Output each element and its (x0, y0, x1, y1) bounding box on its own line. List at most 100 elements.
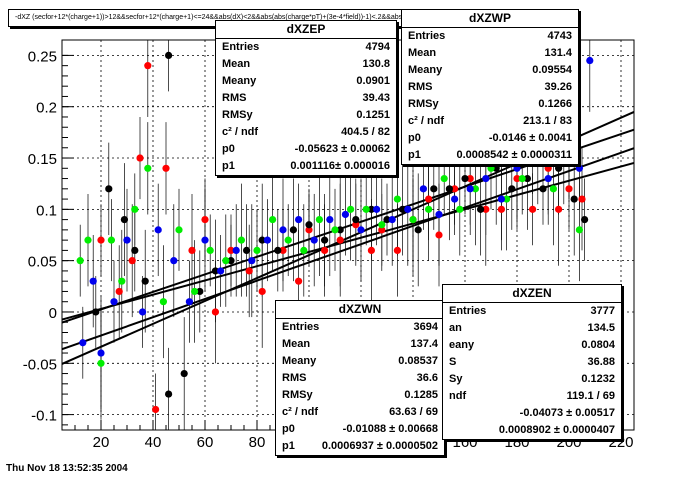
data-point (237, 236, 245, 244)
stats-row: Meany 0.0901 (216, 73, 396, 90)
stats-row: p0 -0.0146 ± 0.0041 (402, 130, 578, 147)
data-point (243, 246, 251, 254)
stats-row: RMSy 0.1285 (276, 387, 444, 404)
fit-line (61, 161, 635, 321)
x-tick-label: 20 (93, 434, 110, 451)
data-point (295, 277, 303, 285)
data-point (393, 195, 401, 203)
stats-value: 0.1266 (538, 98, 572, 110)
stats-box-title: dXZEN (443, 285, 621, 303)
data-point (523, 174, 532, 183)
y-tick-label: 0.25 (28, 48, 57, 65)
stats-label: eany (449, 339, 475, 351)
data-point (539, 185, 547, 193)
data-point (503, 195, 511, 203)
data-point (492, 164, 500, 172)
data-point (451, 195, 459, 203)
data-point (549, 185, 558, 193)
stats-label: Meany (408, 64, 443, 76)
data-point (89, 277, 97, 285)
stats-row: Mean 131.4 (402, 45, 578, 62)
data-point (393, 246, 401, 254)
stats-label: RMS (222, 92, 247, 104)
data-point (404, 205, 412, 213)
data-point (188, 246, 196, 254)
stats-row: RMS 36.6 (276, 370, 444, 387)
data-point (409, 216, 417, 224)
stats-value: 0.0901 (356, 75, 390, 87)
data-point (425, 205, 433, 213)
stats-value: 39.26 (544, 81, 572, 93)
stats-value: 213.1 / 83 (523, 115, 572, 127)
data-point (497, 195, 505, 203)
data-point (555, 205, 563, 213)
data-point (352, 216, 360, 224)
stats-row: an 134.5 (443, 320, 621, 337)
stats-label: Entries (408, 30, 446, 42)
data-point (295, 216, 303, 224)
y-tick-label: 0.05 (28, 254, 57, 271)
data-point (378, 221, 386, 229)
data-point (180, 369, 188, 378)
stats-label: Meany (222, 75, 257, 87)
stats-label: p0 (408, 132, 421, 144)
stats-row: p1 0.001116± 0.000016 (216, 158, 396, 175)
data-point (154, 226, 162, 234)
timestamp: Thu Nov 18 13:52:35 2004 (6, 463, 128, 474)
stats-row: RMSy 0.1251 (216, 107, 396, 124)
data-point (326, 216, 334, 224)
data-point (227, 246, 235, 254)
data-point (84, 236, 92, 244)
stats-row: Meany 0.08537 (276, 353, 444, 370)
data-point (578, 195, 586, 203)
stats-label: RMSy (222, 109, 253, 121)
stats-value: 0.08537 (398, 355, 438, 367)
data-point (347, 205, 355, 213)
stats-value: 39.43 (362, 92, 390, 104)
data-point (482, 205, 490, 213)
stats-value: -0.04073 ± 0.00517 (519, 407, 615, 419)
stats-box-dxzep: dXZEP Entries 4794 Mean 130.8 Meany 0.0901 RMS 3… (215, 20, 397, 176)
stats-label: RMSy (282, 389, 313, 401)
data-point (383, 216, 391, 224)
stats-value: 0.001116± 0.000016 (290, 160, 390, 172)
data-point (440, 174, 448, 183)
data-point (378, 226, 386, 234)
stats-row: c² / ndf 63.63 / 69 (276, 404, 444, 421)
data-point (201, 216, 209, 224)
stats-box-title: dXZEP (216, 21, 396, 39)
data-point (131, 246, 139, 254)
stats-row: p0 -0.01088 ± 0.00668 (276, 421, 444, 438)
stats-row: Sy 0.1232 (443, 371, 621, 388)
data-point (357, 226, 365, 234)
stats-label: an (449, 322, 462, 334)
data-point (110, 298, 118, 306)
data-point (245, 267, 253, 275)
stats-value: 36.6 (416, 372, 438, 384)
stats-label: Entries (449, 305, 487, 317)
stats-value: 0.0008542 ± 0.0000311 (456, 149, 572, 161)
data-point (477, 205, 485, 213)
stats-value: -0.0146 ± 0.0041 (488, 132, 572, 144)
y-tick-label: 0.1 (36, 202, 57, 219)
stats-row: c² / ndf 213.1 / 83 (402, 113, 578, 130)
data-point (136, 154, 144, 162)
data-point (162, 164, 170, 172)
stats-label: Meany (282, 355, 317, 367)
data-point (105, 185, 113, 193)
data-point (570, 195, 578, 203)
data-point (367, 205, 375, 213)
x-tick-label: 40 (145, 434, 162, 451)
data-point (222, 257, 230, 265)
data-point (144, 164, 152, 172)
data-point (305, 226, 313, 234)
data-point (373, 205, 381, 213)
data-point (471, 185, 479, 193)
stats-value: 0.09554 (532, 64, 572, 76)
stats-value: 0.0006937 ± 0.0000502 (321, 440, 438, 452)
data-point (128, 257, 136, 265)
stats-row: p1 0.0006937 ± 0.0000502 (276, 438, 444, 455)
stats-value: 0.1285 (404, 389, 438, 401)
data-point (466, 174, 474, 183)
data-point (341, 210, 349, 219)
